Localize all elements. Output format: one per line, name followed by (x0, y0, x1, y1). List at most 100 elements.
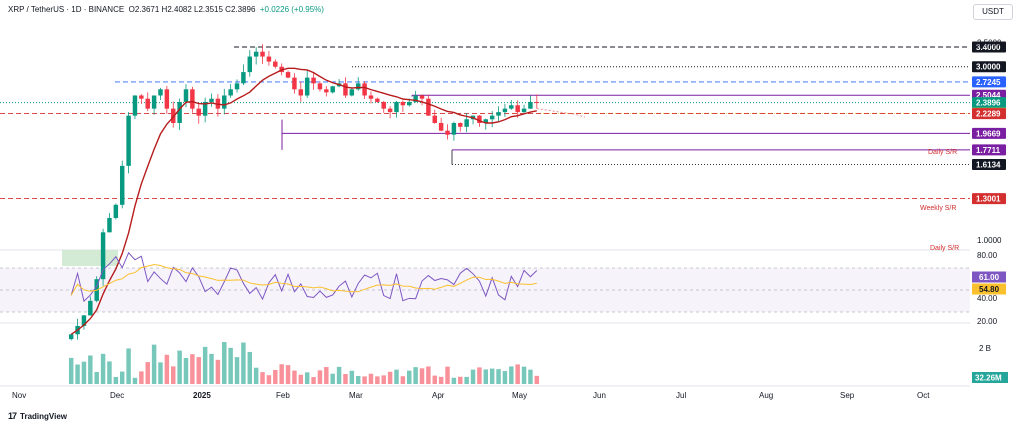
x-tick-7: Jun (593, 391, 606, 400)
time-axis: Nov Dec 2025 Feb Mar Apr May Jun Jul Aug Sep Oct (12, 391, 930, 400)
svg-text:1.7711: 1.7711 (976, 146, 1001, 155)
rsi-band (0, 268, 970, 312)
volume-bar (387, 371, 393, 384)
price-tag-6: 2.2289 (972, 108, 1006, 120)
y-tick-0: 3.5000 (977, 38, 1002, 47)
candle (228, 84, 233, 98)
candle (330, 85, 335, 94)
volume-bar (375, 376, 380, 384)
candle (502, 103, 508, 117)
volume-bar (381, 375, 386, 384)
x-tick-6: May (512, 391, 527, 400)
volume-bar (502, 371, 508, 384)
volume-bar (266, 375, 272, 384)
candle (451, 121, 457, 141)
volume-bar (279, 364, 284, 384)
candle (88, 296, 93, 316)
volume-bar (324, 367, 329, 384)
volume-bar (260, 372, 265, 384)
price-tag-1: 3.0000 (972, 61, 1006, 73)
volume-bar (139, 371, 144, 384)
volume-bar (228, 347, 233, 384)
currency-selector[interactable]: USDT (973, 4, 1013, 20)
volume-bar (273, 369, 278, 384)
candle (521, 104, 527, 114)
volume-bar (304, 372, 310, 384)
candle (253, 47, 259, 65)
y-tick-1: 1.0000 (977, 236, 1002, 245)
candle (183, 84, 189, 108)
candle (222, 88, 227, 115)
volume-bar (298, 374, 304, 384)
volume-bar (215, 359, 221, 384)
volume-bar (534, 375, 540, 384)
candle (489, 111, 495, 128)
annotation-daily-sr-2: Daily S/R (930, 245, 959, 252)
candle (458, 122, 463, 132)
volume-bar (107, 361, 112, 384)
rsi-tag-0: 61.00 (972, 271, 1006, 283)
candle (68, 334, 74, 341)
price-tag-10: 1.3001 (972, 193, 1006, 205)
volume-bar (489, 368, 495, 384)
candle (132, 95, 138, 120)
candle (107, 213, 112, 233)
volume-bar (190, 354, 195, 384)
volume-bar (515, 364, 520, 384)
candle (260, 44, 265, 64)
moving-average-line (70, 67, 537, 335)
rsi-tick-0: 80.00 (977, 251, 998, 260)
candle (285, 70, 291, 79)
svg-text:2.2289: 2.2289 (976, 110, 1001, 119)
price-tag-7: 1.9669 (972, 127, 1006, 139)
volume-bar (234, 357, 240, 384)
x-tick-9: Aug (759, 391, 773, 400)
volume-bar (285, 365, 291, 384)
svg-text:54.80: 54.80 (979, 285, 1000, 294)
change-value: +0.0226 (+0.95%) (259, 5, 324, 14)
svg-text:2.3896: 2.3896 (976, 99, 1001, 108)
candle (273, 59, 278, 69)
volume-bar (419, 368, 425, 384)
candle (528, 95, 533, 109)
svg-text:1.9669: 1.9669 (976, 129, 1001, 138)
projection-line (536, 108, 586, 118)
tradingview-logo-icon: 17 (8, 411, 17, 421)
symbol-header: XRP / TetherUS · 1D · BINANCE O2.3671 H2… (8, 5, 324, 14)
candle (355, 77, 361, 91)
candle (387, 106, 393, 119)
tradingview-brand[interactable]: 17 TradingView (8, 411, 67, 421)
candle (438, 117, 444, 132)
candle (100, 228, 106, 286)
volume-bar (126, 348, 131, 384)
price-tag-2: 2.7245 (972, 76, 1006, 88)
candle (202, 97, 208, 123)
candle (432, 109, 437, 124)
candle (426, 94, 431, 116)
x-tick-1: Dec (110, 391, 124, 400)
volume-bar (247, 351, 253, 384)
candle (177, 98, 182, 130)
svg-text:1.3001: 1.3001 (976, 195, 1001, 204)
candle (139, 94, 144, 104)
volume-bar (132, 377, 138, 384)
volume-bar (119, 371, 125, 384)
volume-bar (349, 370, 355, 384)
volume-bar (521, 366, 527, 384)
candle (292, 73, 297, 94)
volume-bar (426, 366, 431, 384)
volume-bar (311, 377, 316, 384)
candle (113, 203, 119, 220)
candle (509, 100, 514, 110)
x-tick-3: Feb (276, 391, 290, 400)
volume-bar (151, 344, 157, 384)
brand-name: TradingView (20, 411, 67, 421)
candle (534, 94, 540, 109)
candle (304, 70, 310, 98)
volume-bar (164, 354, 170, 384)
symbol-title: XRP / TetherUS · 1D · BINANCE (8, 5, 125, 14)
volume-bar (158, 362, 163, 384)
rsi-tick-2: 20.00 (977, 317, 998, 326)
volume-bar (413, 367, 418, 384)
